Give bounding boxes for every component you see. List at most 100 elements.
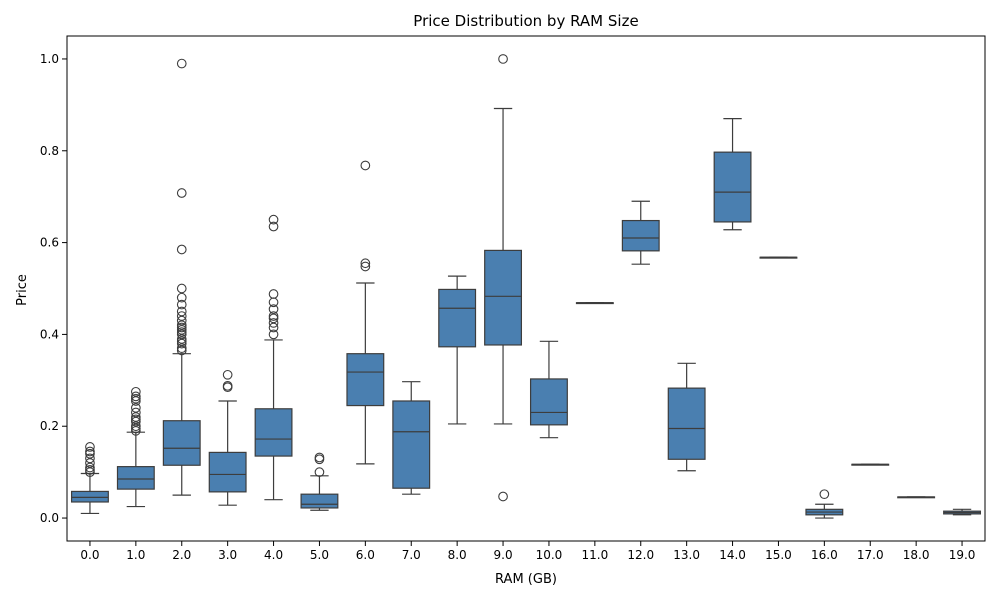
outlier-point [176,315,187,326]
box-group [713,118,752,231]
outlier-point [176,338,187,349]
outlier-point [131,416,141,427]
outlier-point [85,446,95,457]
x-tick-label: 6.0 [356,548,375,562]
iqr-box [116,466,155,490]
outlier-point [268,313,279,324]
outlier-point [176,292,187,303]
outlier-point [268,322,279,333]
outlier-point [268,311,279,321]
box-group [805,489,844,519]
x-tick-label: 5.0 [310,548,329,562]
x-tick-label: 10.0 [536,548,563,562]
outlier-point [85,453,95,464]
box-group [851,463,890,466]
y-tick-label: 0.0 [40,511,59,525]
x-tick-label: 7.0 [402,548,421,562]
box-group [897,496,936,499]
box-group [208,369,247,506]
outlier-point [131,412,141,422]
outlier-point [268,221,279,232]
outlier-point [360,160,371,171]
outlier-point [176,188,187,198]
x-tick-label: 14.0 [719,548,746,562]
outlier-point [176,311,187,321]
x-tick-label: 1.0 [126,548,145,562]
box-group [300,452,339,511]
outlier-point [819,489,830,500]
iqr-box [484,249,523,346]
outlier-point [131,421,141,432]
outlier-point [131,423,141,434]
iqr-box [438,288,477,348]
box-group [392,381,431,495]
outlier-point [176,329,187,340]
outlier-point [131,393,141,404]
outlier-point [85,462,95,473]
outlier-point [131,391,141,402]
outlier-point [85,442,95,452]
x-tick-label: 15.0 [765,548,792,562]
outlier-point [176,58,187,69]
x-tick-label: 19.0 [949,548,976,562]
iqr-box [713,151,752,223]
outlier-point [176,336,187,347]
x-tick-label: 3.0 [218,548,237,562]
outlier-point [176,306,187,317]
y-tick-label: 0.8 [40,144,59,158]
x-tick-label: 16.0 [811,548,838,562]
x-tick-label: 17.0 [857,548,884,562]
box-group [759,256,798,259]
y-tick-label: 0.6 [40,236,59,250]
iqr-box [392,400,431,489]
x-tick-label: 4.0 [264,548,283,562]
outlier-point [85,464,95,475]
box-group [621,200,660,265]
outlier-point [131,386,141,397]
box-group [484,54,523,502]
box-group [943,508,982,516]
outlier-point [176,343,187,354]
box-group [162,58,201,496]
plot-area [70,54,982,519]
outlier-point [131,414,141,425]
x-tick-label: 8.0 [448,548,467,562]
box-group [529,340,568,439]
outlier-point [85,448,95,459]
box-group [346,160,385,465]
iqr-box [208,451,247,493]
outlier-point [131,425,141,436]
x-tick-label: 9.0 [494,548,513,562]
outlier-point [131,407,141,418]
outlier-point [176,327,187,337]
outlier-point [498,491,508,502]
x-tick-label: 18.0 [903,548,930,562]
x-tick-label: 2.0 [172,548,191,562]
iqr-box [70,490,109,503]
x-axis-label: RAM (GB) [495,572,557,587]
y-tick-label: 0.4 [40,327,59,341]
iqr-box [300,493,339,509]
outlier-point [176,320,187,331]
outlier-point [131,403,141,413]
box-group [667,362,706,472]
x-tick-label: 0.0 [80,548,99,562]
chart-title: Price Distribution by RAM Size [413,12,638,30]
x-tick-label: 12.0 [627,548,654,562]
outlier-point [85,458,95,468]
outlier-point [176,244,187,255]
outlier-point [176,283,187,294]
x-tick-label: 13.0 [673,548,700,562]
box-group [70,442,109,515]
iqr-box [529,378,568,426]
outlier-point [268,318,279,328]
outlier-point [222,369,233,380]
outlier-point [176,299,187,310]
outlier-point [131,396,141,406]
outlier-point [360,258,371,269]
box-group [116,386,155,508]
outlier-point [360,261,371,272]
y-tick-label: 0.2 [40,419,59,433]
plot-frame [66,35,986,542]
